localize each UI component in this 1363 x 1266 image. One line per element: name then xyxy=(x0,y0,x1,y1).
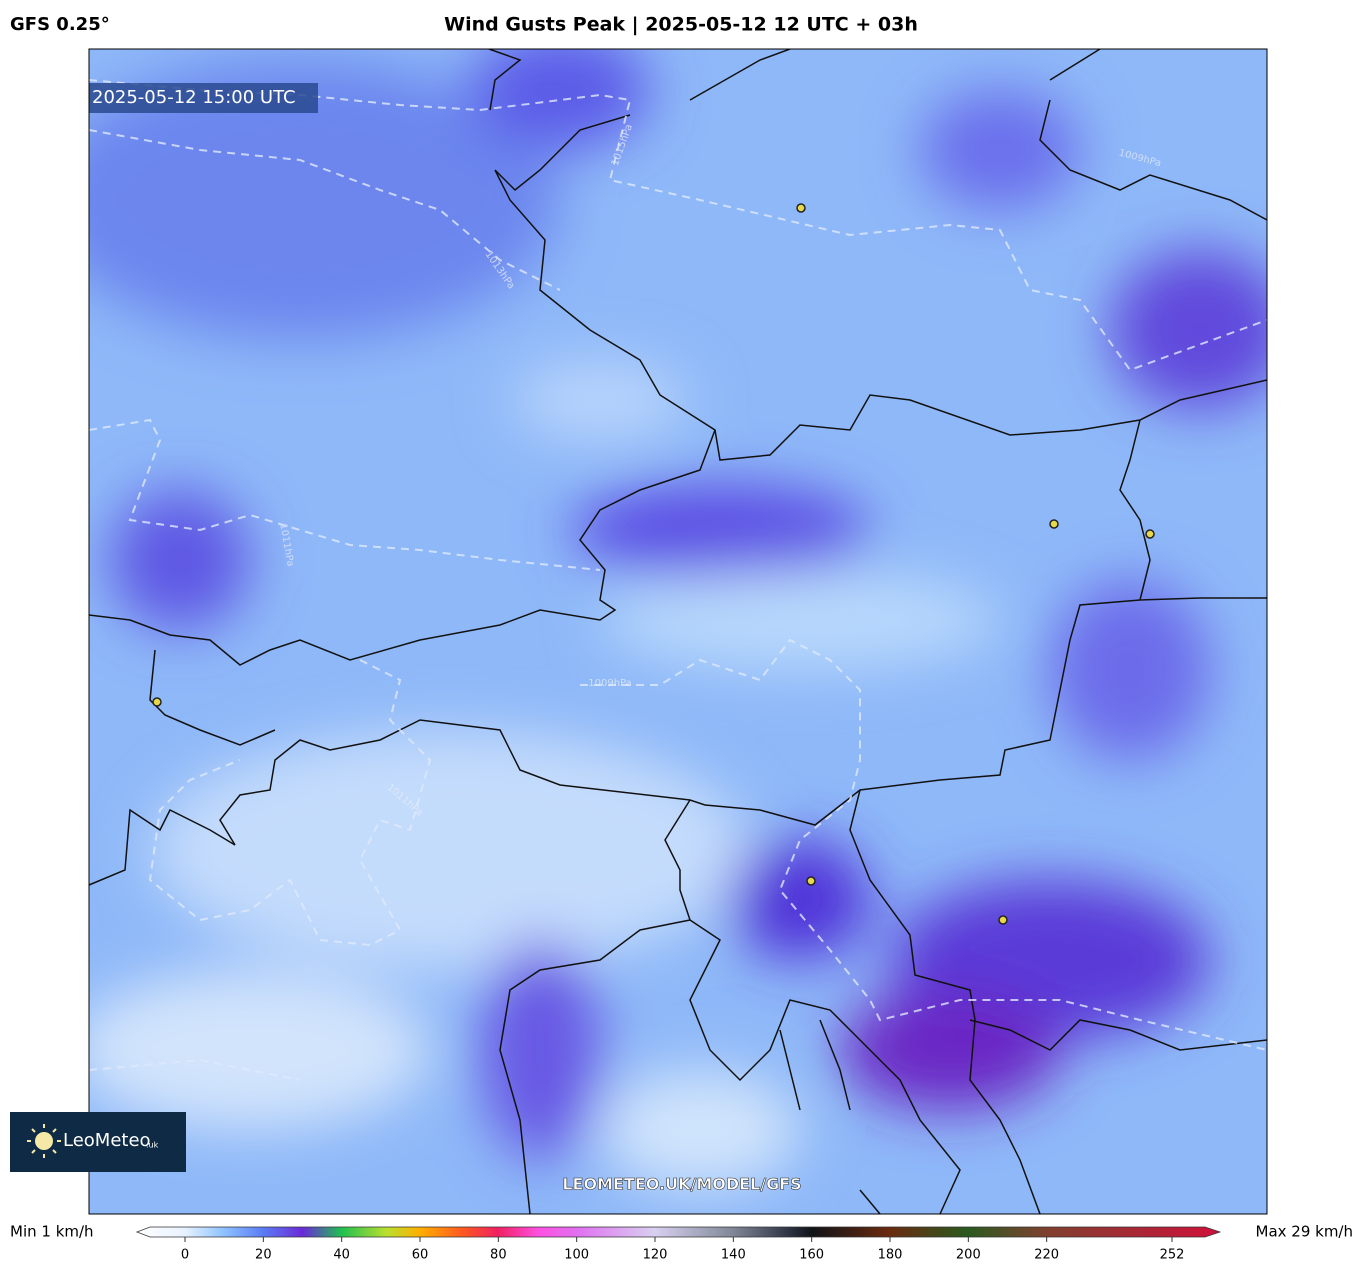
model-label: GFS 0.25° xyxy=(10,14,110,35)
colorbar-tick-label: 80 xyxy=(490,1248,507,1263)
colorbar-tick-label: 20 xyxy=(255,1248,272,1263)
logo-name: LeoMeteo xyxy=(63,1130,151,1151)
max-label: Max 29 km/h xyxy=(1256,1223,1354,1241)
min-label: Min 1 km/h xyxy=(10,1223,94,1241)
colorbar-tick-label: 220 xyxy=(1034,1248,1059,1263)
wind-field xyxy=(89,49,1267,1190)
map-title: Wind Gusts Peak | 2025-05-12 12 UTC + 03… xyxy=(444,14,918,36)
cities xyxy=(152,203,1155,925)
logo-suffix: .uk xyxy=(146,1141,159,1150)
isobars xyxy=(89,79,1267,1081)
valid-time: 2025-05-12 15:00 UTC xyxy=(92,87,296,108)
time-box xyxy=(89,83,318,113)
colorbar-tick-label: 40 xyxy=(333,1248,350,1263)
colorbar-tick-label: 140 xyxy=(721,1248,746,1263)
colorbar-tick-label: 200 xyxy=(956,1248,981,1263)
colorbar-tick-label: 0 xyxy=(181,1248,189,1263)
logo: LeoMeteo .uk xyxy=(10,1112,186,1172)
colorbar-tick-label: 180 xyxy=(878,1248,903,1263)
colorbar-ticks: 0 20 40 60 80 100 120 140 160 180 200 220 252 xyxy=(181,1237,1185,1263)
colorbar-tick-label: 100 xyxy=(564,1248,589,1263)
colorbar-tick-label: 120 xyxy=(643,1248,668,1263)
colorbar-tick-label: 60 xyxy=(412,1248,429,1263)
map: 1015hPa 1013hPa 1011hPa 1009hPa 1009hPa … xyxy=(89,49,1267,1214)
isobar-label: 1009hPa xyxy=(588,678,632,689)
colorbar xyxy=(135,1226,1222,1238)
watermark: LEOMETEO.UK/MODEL/GFS xyxy=(562,1175,801,1194)
coastlines xyxy=(89,49,1267,1214)
map-frame xyxy=(88,48,1268,1215)
colorbar-tick-label: 160 xyxy=(799,1248,824,1263)
colorbar-tick-label: 252 xyxy=(1160,1248,1185,1263)
